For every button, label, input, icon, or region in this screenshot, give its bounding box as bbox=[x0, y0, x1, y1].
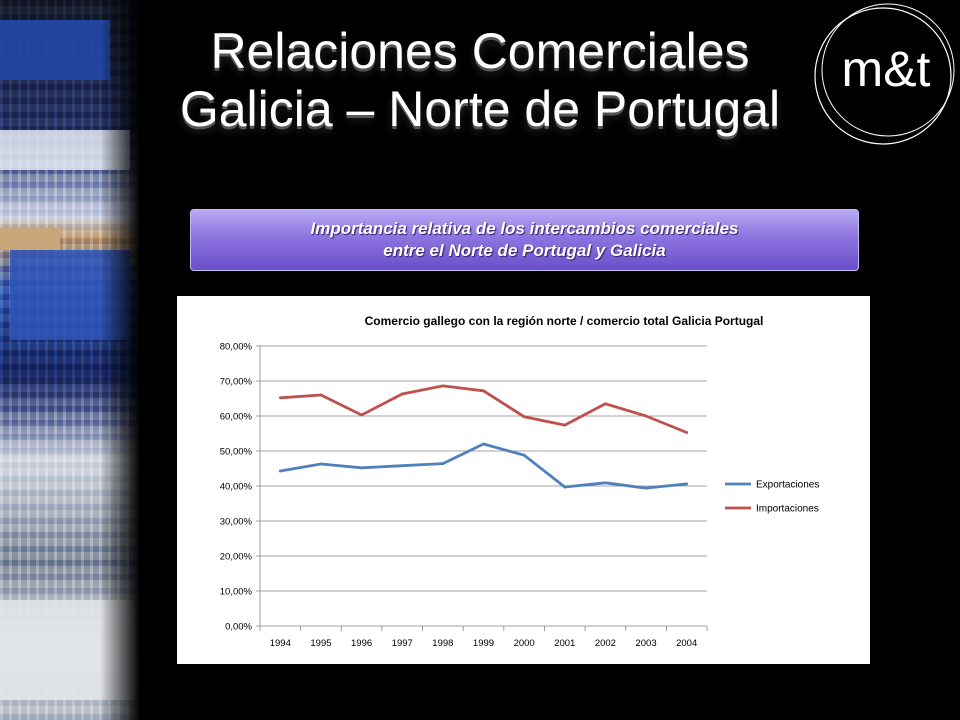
data-point-exportaciones bbox=[685, 482, 689, 486]
chart-series bbox=[278, 384, 689, 490]
y-tick-label: 20,00% bbox=[220, 552, 253, 563]
y-tick-label: 70,00% bbox=[220, 377, 253, 388]
y-tick-label: 10,00% bbox=[220, 587, 253, 598]
data-point-exportaciones bbox=[278, 469, 282, 473]
x-tick-label: 1994 bbox=[270, 638, 291, 649]
y-tick-label: 60,00% bbox=[220, 412, 253, 423]
series-line-importaciones bbox=[280, 384, 688, 434]
data-point-importaciones bbox=[644, 414, 648, 418]
slide-title: Relaciones Comerciales Galicia – Norte d… bbox=[140, 22, 820, 138]
data-point-exportaciones bbox=[441, 462, 445, 465]
data-point-exportaciones bbox=[563, 485, 567, 489]
collage-shape bbox=[0, 20, 110, 80]
y-tick-label: 0,00% bbox=[225, 622, 252, 633]
logo-text: m&t bbox=[842, 41, 931, 97]
y-tick-label: 40,00% bbox=[220, 482, 253, 493]
legend-label: Importaciones bbox=[756, 504, 819, 515]
y-tick-label: 50,00% bbox=[220, 447, 253, 458]
data-point-importaciones bbox=[441, 384, 445, 388]
x-axis-ticks: 1994 1995 1996 1997 1998 1999 2000 2001 2002 2003… bbox=[259, 626, 708, 649]
x-tick-label: 1998 bbox=[432, 638, 453, 649]
chart-gridlines bbox=[256, 345, 707, 627]
mt-logo: m&t bbox=[814, 3, 955, 145]
data-point-exportaciones bbox=[522, 453, 526, 457]
data-point-exportaciones bbox=[604, 481, 607, 485]
data-point-exportaciones bbox=[319, 462, 323, 466]
x-tick-label: 2004 bbox=[676, 638, 697, 649]
chart-area: Comercio gallego con la región norte / c… bbox=[177, 296, 870, 664]
data-point-importaciones bbox=[563, 423, 567, 427]
legend-label: Exportaciones bbox=[756, 480, 819, 491]
banner-line-2: entre el Norte de Portugal y Galicia bbox=[383, 241, 666, 260]
x-tick-label: 2000 bbox=[514, 638, 535, 649]
x-tick-label: 2001 bbox=[554, 638, 575, 649]
data-point-exportaciones bbox=[400, 464, 404, 468]
decorative-collage bbox=[0, 0, 140, 720]
data-point-exportaciones bbox=[360, 466, 363, 470]
y-tick-label: 80,00% bbox=[220, 342, 253, 353]
data-point-importaciones bbox=[482, 389, 485, 393]
collage-shape bbox=[0, 600, 135, 700]
banner-line-1: Importancia relativa de los intercambios… bbox=[310, 219, 739, 238]
x-tick-label: 2002 bbox=[595, 638, 616, 649]
data-point-importaciones bbox=[400, 392, 404, 396]
data-point-importaciones bbox=[604, 402, 607, 406]
x-tick-label: 1995 bbox=[310, 638, 331, 649]
x-tick-label: 1999 bbox=[473, 638, 494, 649]
chart-title: Comercio gallego con la región norte / c… bbox=[365, 314, 764, 328]
data-point-exportaciones bbox=[482, 442, 485, 446]
y-axis-ticks: 0,00% 10,00% 20,00% 30,00% 40,00% 50,00% 60,00… bbox=[220, 342, 253, 633]
data-point-importaciones bbox=[360, 413, 363, 417]
line-chart: Comercio gallego con la región norte / c… bbox=[220, 314, 820, 649]
data-point-importaciones bbox=[319, 393, 323, 397]
chart-legend: Exportaciones Importaciones bbox=[725, 480, 819, 515]
y-tick-label: 30,00% bbox=[220, 517, 253, 528]
data-point-importaciones bbox=[685, 431, 689, 434]
x-tick-label: 1997 bbox=[392, 638, 413, 649]
subtitle-banner: Importancia relativa de los intercambios… bbox=[190, 209, 859, 271]
data-point-exportaciones bbox=[644, 486, 648, 490]
collage-shape bbox=[10, 250, 130, 340]
data-point-importaciones bbox=[522, 415, 526, 419]
x-tick-label: 2003 bbox=[635, 638, 656, 649]
collage-shape bbox=[0, 228, 60, 250]
slide-title-line-2: Galicia – Norte de Portugal bbox=[179, 81, 781, 137]
collage-shape bbox=[0, 130, 130, 170]
slide-title-line-1: Relaciones Comerciales bbox=[210, 23, 750, 79]
data-point-importaciones bbox=[278, 396, 282, 400]
x-tick-label: 1996 bbox=[351, 638, 372, 649]
